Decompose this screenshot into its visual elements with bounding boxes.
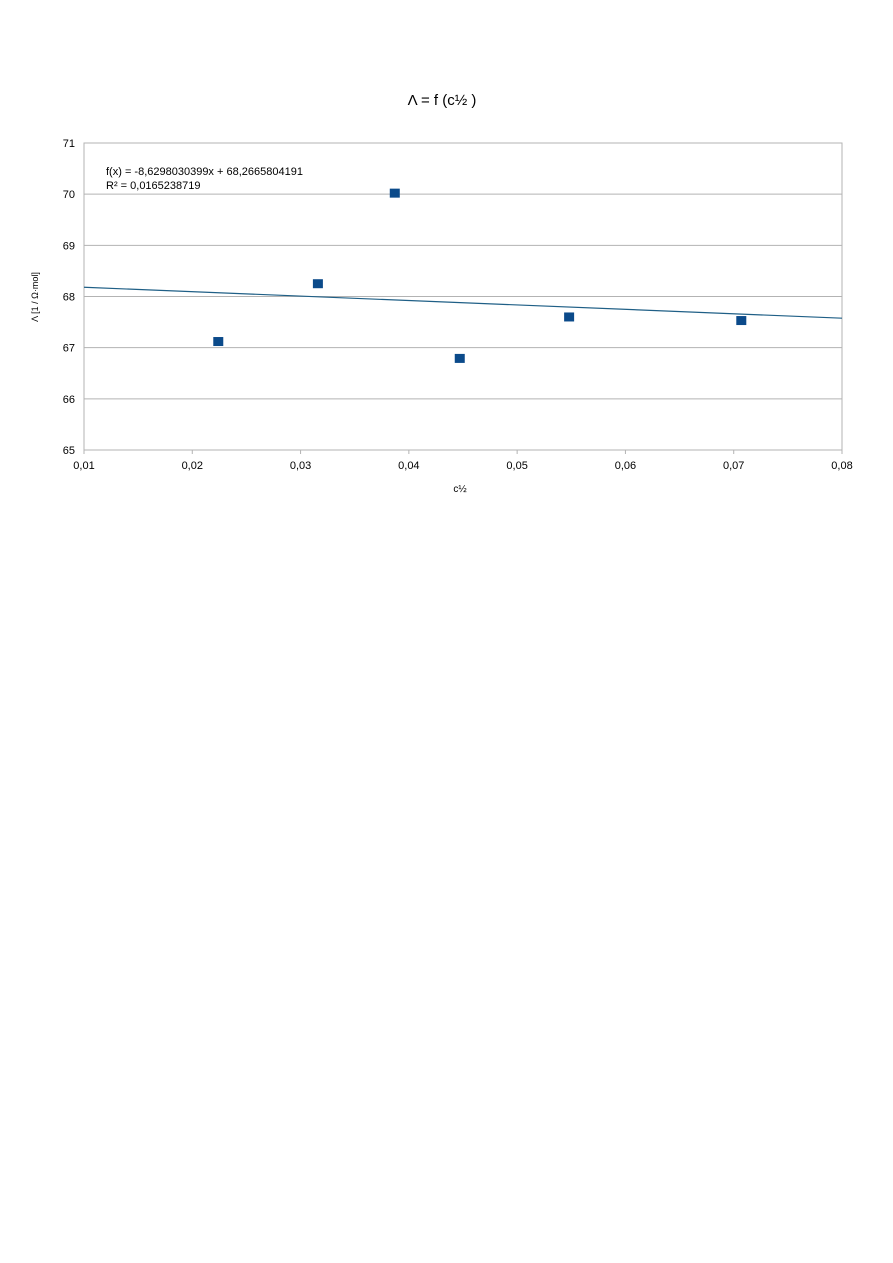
y-tick-label: 68 — [63, 292, 75, 304]
trendline — [83, 286, 843, 319]
data-point — [564, 312, 575, 322]
y-tick-label: 70 — [63, 189, 75, 201]
y-axis-label: Λ [1 / Ω·mol] — [30, 272, 40, 322]
x-tick-label: 0,03 — [290, 460, 311, 472]
y-tick-label: 66 — [63, 394, 75, 406]
x-tick-label: 0,05 — [506, 460, 527, 472]
grid-lines — [84, 193, 842, 400]
data-points — [213, 188, 747, 363]
x-tick-labels: 0,01 0,02 0,03 0,04 0,05 0,06 0,07 0,08 — [73, 450, 853, 472]
x-tick-label: 0,08 — [831, 460, 852, 472]
data-point — [213, 337, 224, 347]
y-tick-label: 67 — [63, 343, 75, 355]
plot-area-border — [83, 142, 843, 451]
x-tick-label: 0,04 — [398, 460, 419, 472]
data-point — [312, 279, 323, 289]
x-tick-label: 0,06 — [615, 460, 636, 472]
x-axis-label: c½ — [453, 484, 467, 495]
data-point — [389, 188, 400, 198]
y-tick-label: 71 — [63, 138, 75, 150]
x-tick-label: 0,02 — [182, 460, 203, 472]
chart-title: Λ = f (c½ ) — [408, 92, 477, 109]
y-tick-label: 69 — [63, 240, 75, 252]
data-point — [736, 316, 747, 326]
trendline-equation: f(x) = -8,6298030399x + 68,2665804191 — [106, 166, 303, 178]
trendline-r2: R² = 0,0165238719 — [106, 180, 201, 192]
x-tick-label: 0,01 — [73, 460, 94, 472]
y-tick-label: 65 — [63, 445, 75, 457]
y-tick-labels: 65 66 67 68 69 70 71 — [63, 138, 75, 457]
data-point — [454, 353, 465, 363]
x-tick-label: 0,07 — [723, 460, 744, 472]
